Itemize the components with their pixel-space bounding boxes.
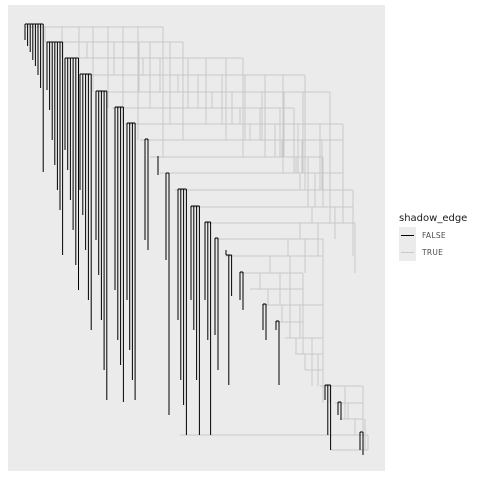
legend-label-true: TRUE [422, 248, 444, 257]
legend-label-false: FALSE [422, 231, 446, 240]
legend-item-false: FALSE [399, 227, 475, 244]
legend-item-true: TRUE [399, 244, 475, 261]
legend-key-true [399, 244, 416, 261]
legend-key-false [399, 227, 416, 244]
legend: shadow_edge FALSE TRUE [399, 211, 475, 261]
legend-title: shadow_edge [399, 213, 468, 224]
